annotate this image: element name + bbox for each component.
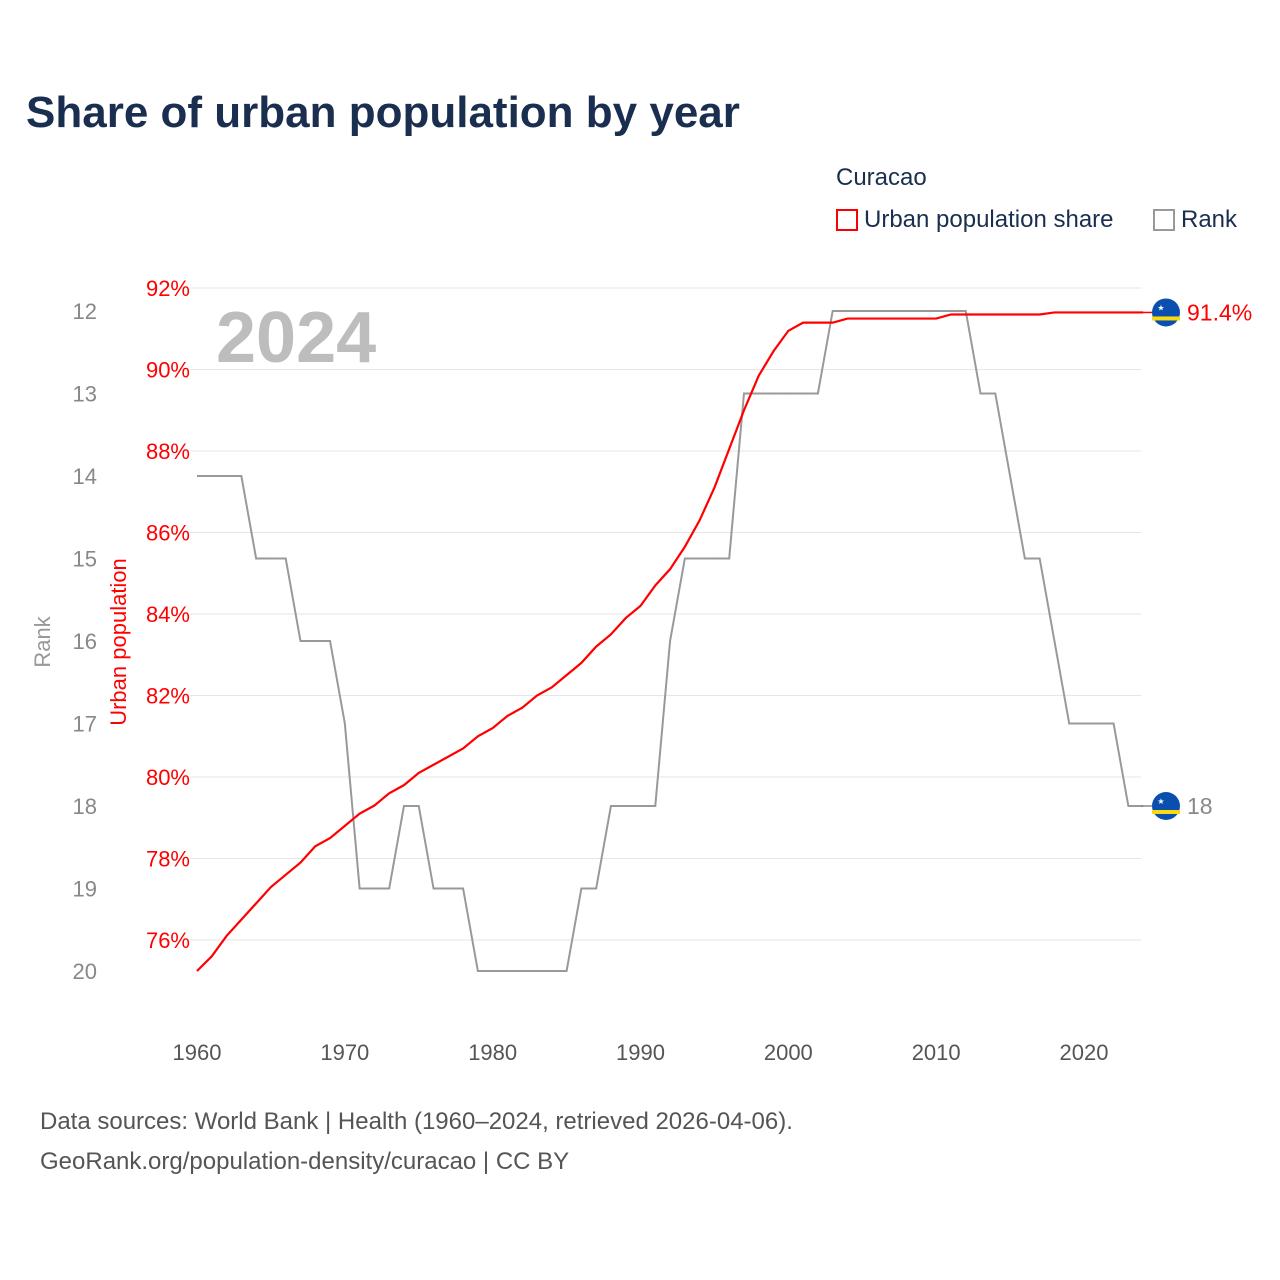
- x-tick-label: 2010: [912, 1040, 961, 1065]
- legend-swatch-urban: [836, 209, 858, 231]
- urban-end-label: 91.4%: [1187, 299, 1252, 325]
- rank-axis-label: Rank: [30, 615, 55, 667]
- rank-tick-label: 14: [73, 464, 97, 489]
- y-tick-label: 80%: [146, 765, 190, 790]
- rank-tick-label: 12: [73, 299, 97, 324]
- urban-flag-icon: [1152, 298, 1180, 327]
- chart-title: Share of urban population by year: [26, 88, 740, 137]
- x-tick-label: 1990: [616, 1040, 665, 1065]
- y-tick-label: 76%: [146, 928, 190, 953]
- rank-flag-star: ★: [1157, 797, 1164, 806]
- y-axis-label: Urban population: [106, 558, 131, 726]
- x-tick-label: 1970: [320, 1040, 369, 1065]
- rank-tick-label: 16: [73, 629, 97, 654]
- x-tick-label: 2020: [1060, 1040, 1109, 1065]
- rank-tick-label: 15: [73, 547, 97, 572]
- urban-flag-stripe: [1152, 316, 1180, 321]
- y-tick-label: 88%: [146, 439, 190, 464]
- y-tick-label: 84%: [146, 602, 190, 627]
- rank-tick-label: 17: [73, 712, 97, 737]
- footer-link[interactable]: GeoRank.org/population-density/curacao |…: [40, 1148, 570, 1175]
- legend-label-rank: Rank: [1181, 206, 1238, 233]
- footer-sources: Data sources: World Bank | Health (1960–…: [40, 1108, 793, 1135]
- y-tick-label: 78%: [146, 847, 190, 872]
- x-tick-label: 1980: [468, 1040, 517, 1065]
- legend-label-urban: Urban population share: [864, 206, 1114, 233]
- x-tick-label: 1960: [173, 1040, 222, 1065]
- rank-flag-icon: [1152, 792, 1180, 820]
- rank-tick-label: 20: [73, 959, 97, 984]
- y-tick-label: 92%: [146, 276, 190, 301]
- y-tick-label: 90%: [146, 358, 190, 383]
- x-tick-label: 2000: [764, 1040, 813, 1065]
- rank-end-label: 18: [1187, 793, 1213, 819]
- year-watermark: 2024: [216, 298, 376, 378]
- legend-title: Curacao: [836, 164, 927, 191]
- urban-flag-star: ★: [1157, 303, 1164, 312]
- legend-item-urban[interactable]: Urban population share: [836, 206, 1114, 234]
- y-tick-label: 82%: [146, 684, 190, 709]
- rank-tick-label: 18: [73, 794, 97, 819]
- rank-flag-stripe: [1152, 810, 1180, 814]
- y-tick-label: 86%: [146, 521, 190, 546]
- rank-tick-label: 19: [73, 877, 97, 902]
- rank-tick-label: 13: [73, 382, 97, 407]
- legend-swatch-rank: [1153, 209, 1175, 231]
- legend-item-rank[interactable]: Rank: [1153, 206, 1237, 234]
